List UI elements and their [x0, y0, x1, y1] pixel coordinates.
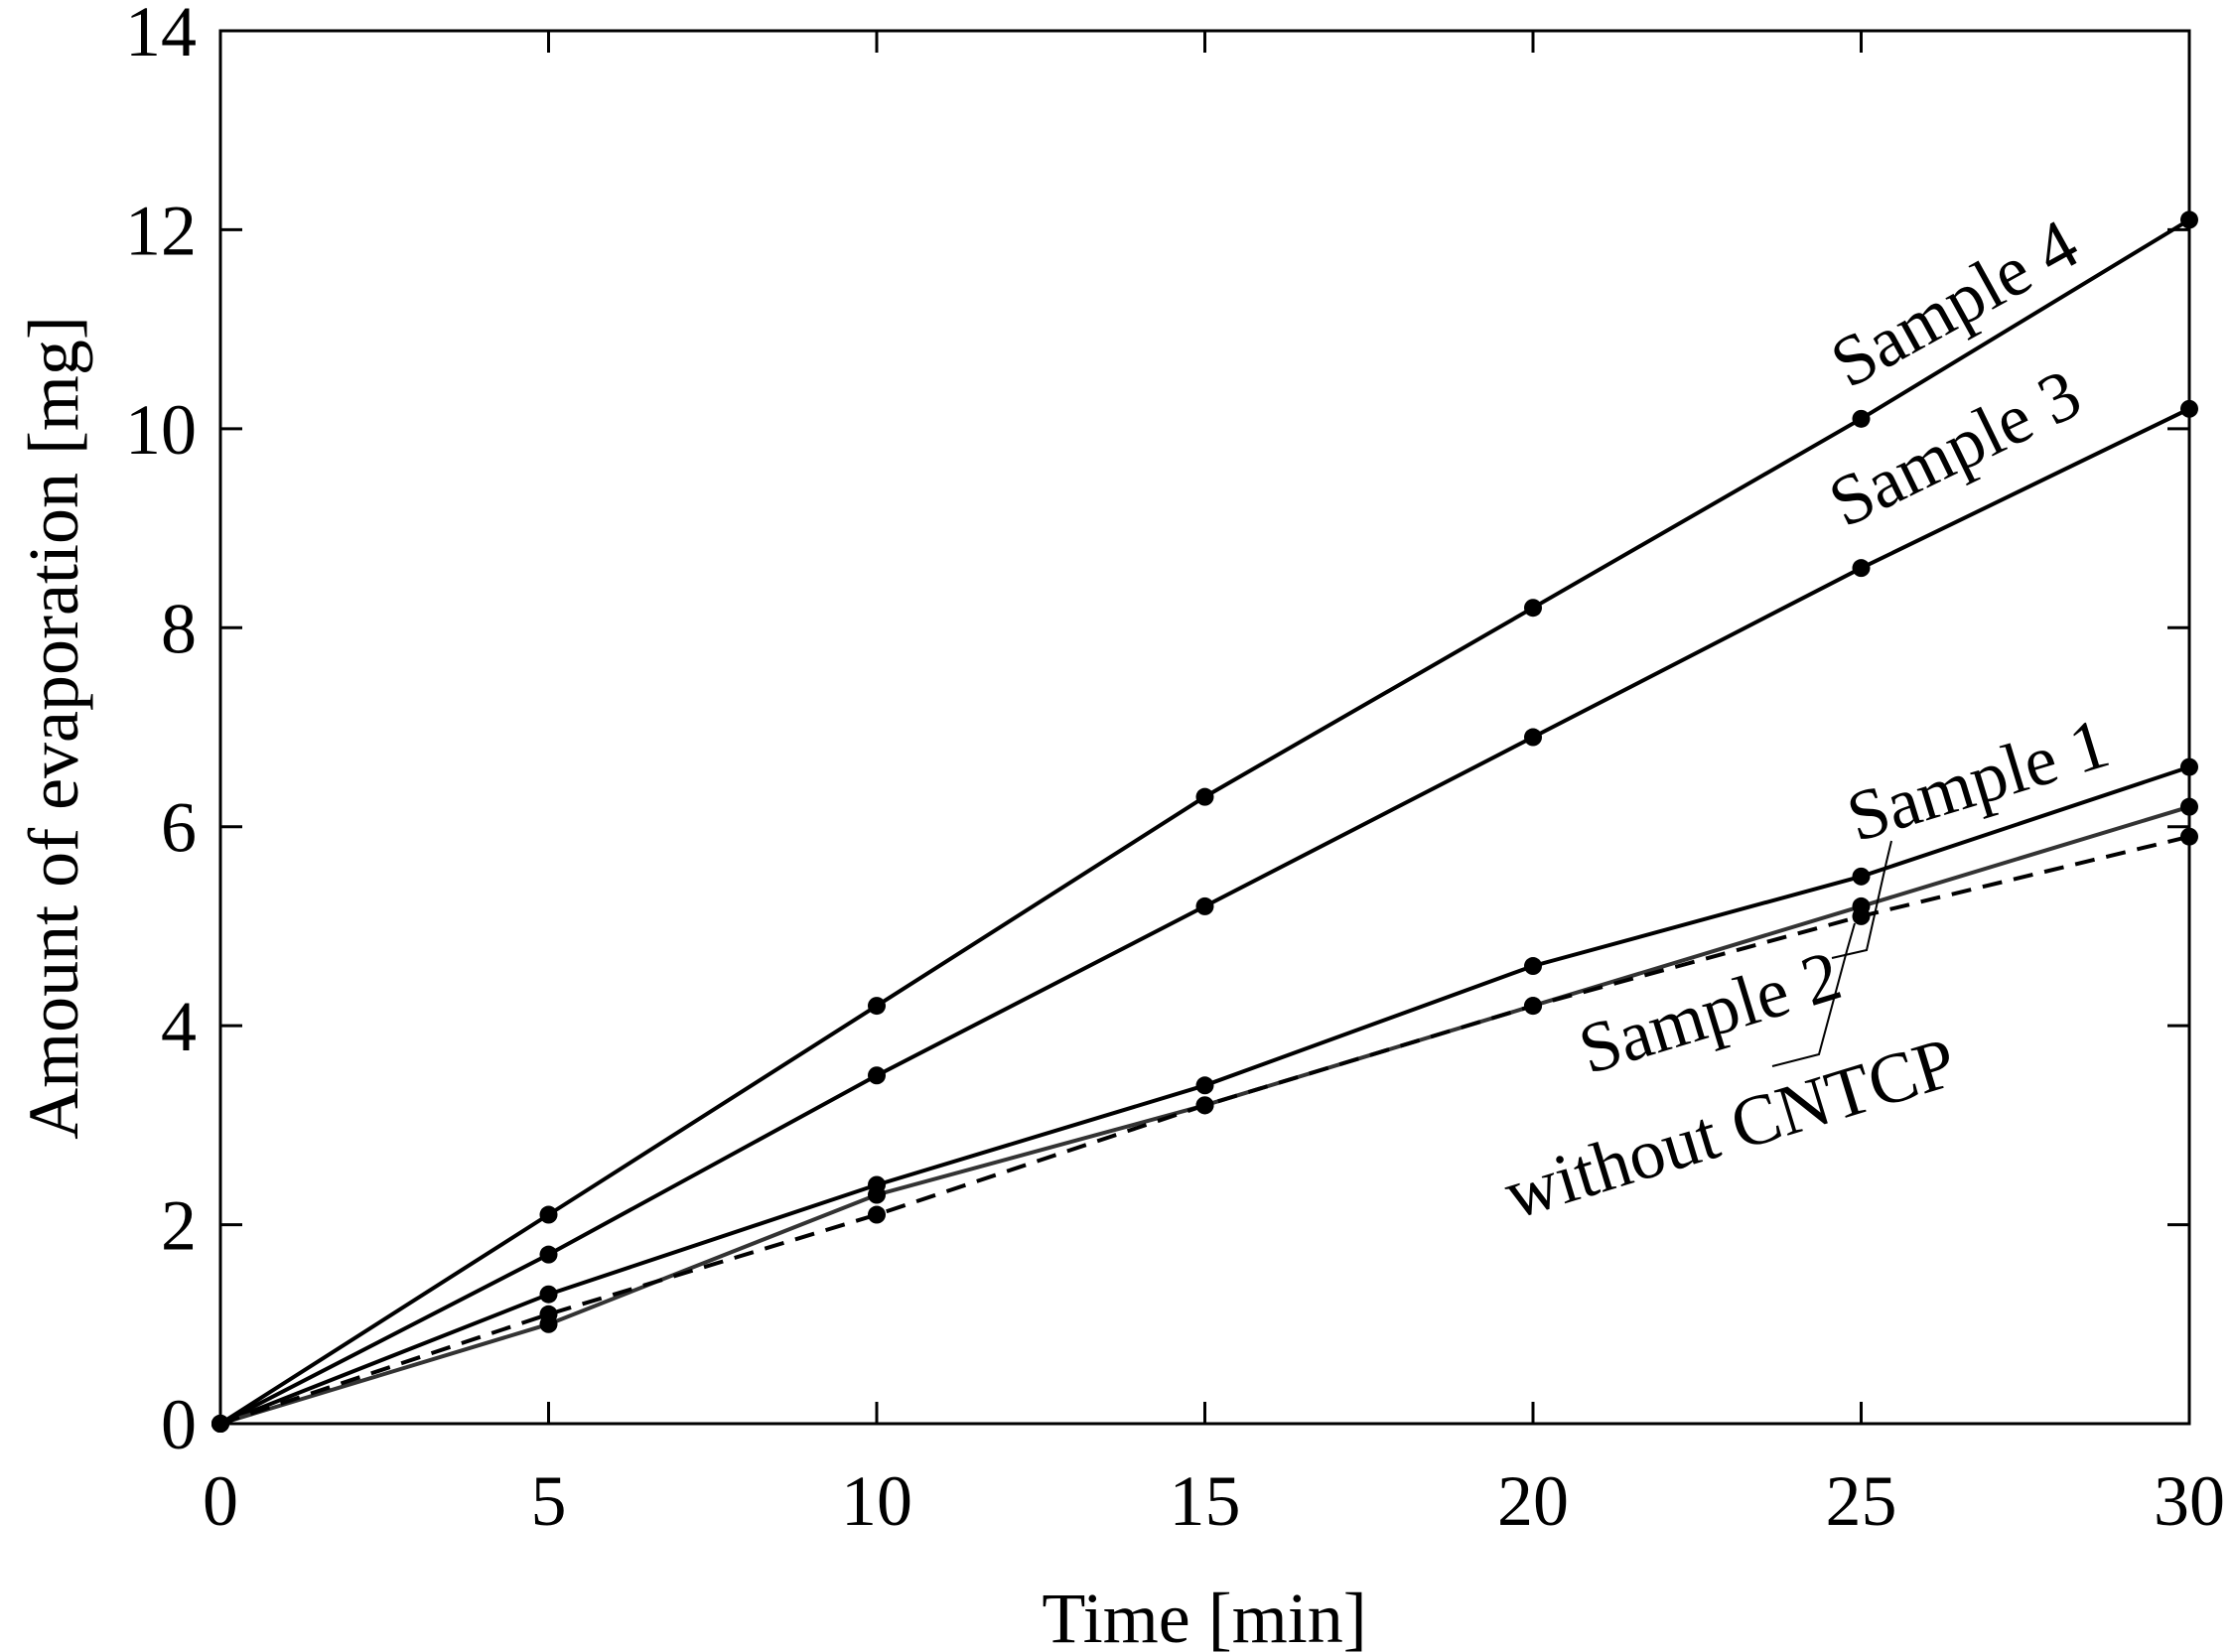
- data-point-without-cntcp: [868, 1205, 886, 1224]
- ticks-layer: 0 5 10 15 20 25 30 0 2 4 6 8 10 12 14: [125, 0, 2225, 1541]
- series-line-sample-3: [219, 407, 2190, 1426]
- data-point-sample-3: [868, 1066, 886, 1085]
- data-point-without-cntcp: [1852, 906, 1871, 925]
- series-sample-3: [211, 399, 2198, 1433]
- data-point-without-cntcp: [539, 1305, 558, 1323]
- data-point-sample-4: [1195, 787, 1214, 806]
- series-layer: [211, 210, 2198, 1433]
- x-tick-label: 20: [1497, 1461, 1569, 1541]
- y-tick-label: 10: [125, 390, 197, 470]
- data-point-sample-2: [868, 1185, 886, 1204]
- y-tick-label: 12: [125, 191, 197, 270]
- data-point-sample-1: [1524, 957, 1542, 976]
- data-point-without-cntcp: [1524, 997, 1542, 1016]
- x-tick-label: 5: [531, 1461, 567, 1541]
- data-point-sample-3: [1524, 728, 1542, 747]
- data-point-sample-3: [539, 1245, 558, 1264]
- x-tick-label: 30: [2154, 1461, 2225, 1541]
- data-point-sample-4: [868, 997, 886, 1016]
- series-without-cntcp: [211, 827, 2198, 1433]
- x-tick-label: 25: [1826, 1461, 1897, 1541]
- data-point-sample-1: [1195, 1076, 1214, 1095]
- plot-frame: [218, 29, 2191, 1426]
- y-tick-label: 8: [161, 589, 197, 668]
- y-tick-label: 0: [161, 1385, 197, 1464]
- y-tick-label: 14: [125, 0, 197, 71]
- label-sample-1: Sample 1: [1838, 703, 2118, 857]
- data-point-sample-4: [1524, 599, 1542, 618]
- y-tick-label: 2: [161, 1186, 197, 1266]
- x-tick-label: 15: [1170, 1461, 1241, 1541]
- data-point-sample-4: [1852, 409, 1871, 428]
- leader-without-cntcp: [1771, 922, 1856, 1067]
- data-point-sample-3: [1852, 559, 1871, 578]
- leader-sample-2: [1831, 840, 1892, 959]
- data-point-without-cntcp: [1195, 1096, 1214, 1115]
- data-point-sample-1: [539, 1285, 558, 1304]
- label-without-cntcp: without CNTCP: [1495, 1022, 1965, 1234]
- data-point-sample-4: [539, 1205, 558, 1224]
- y-axis-title: Amount of evaporation [mg]: [14, 316, 93, 1140]
- data-point-sample-1: [1852, 867, 1871, 886]
- data-point-sample-3: [1195, 896, 1214, 915]
- x-axis-title: Time [min]: [1042, 1579, 1366, 1652]
- y-tick-label: 6: [161, 788, 197, 868]
- x-tick-label: 0: [203, 1461, 238, 1541]
- x-tick-label: 10: [841, 1461, 912, 1541]
- y-tick-label: 4: [161, 987, 197, 1066]
